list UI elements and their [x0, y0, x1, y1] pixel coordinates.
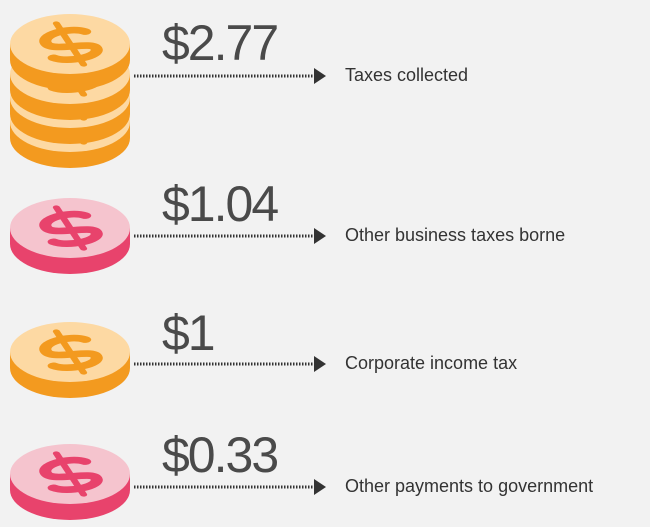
item-label: Corporate income tax	[345, 353, 517, 373]
dollar-bar	[52, 329, 88, 375]
coin	[10, 198, 130, 274]
dollar-icon	[39, 205, 103, 251]
arrowhead	[314, 479, 326, 495]
amount: $0.33	[162, 427, 277, 483]
coin	[10, 322, 130, 398]
amount: $1	[162, 305, 214, 361]
coin	[10, 444, 130, 520]
coin	[10, 14, 130, 90]
item-label: Taxes collected	[345, 65, 468, 85]
dollar-bar	[52, 205, 88, 251]
item-label: Other payments to government	[345, 476, 593, 496]
dollar-bar	[52, 21, 88, 67]
arrowhead	[314, 356, 326, 372]
amount: $1.04	[162, 176, 278, 232]
amount: $2.77	[162, 15, 277, 71]
arrowhead	[314, 68, 326, 84]
dollar-icon	[39, 329, 103, 375]
dollar-icon	[39, 451, 103, 497]
dollar-bar	[52, 451, 88, 497]
item-label: Other business taxes borne	[345, 225, 565, 245]
arrowhead	[314, 228, 326, 244]
dollar-icon	[39, 21, 103, 67]
